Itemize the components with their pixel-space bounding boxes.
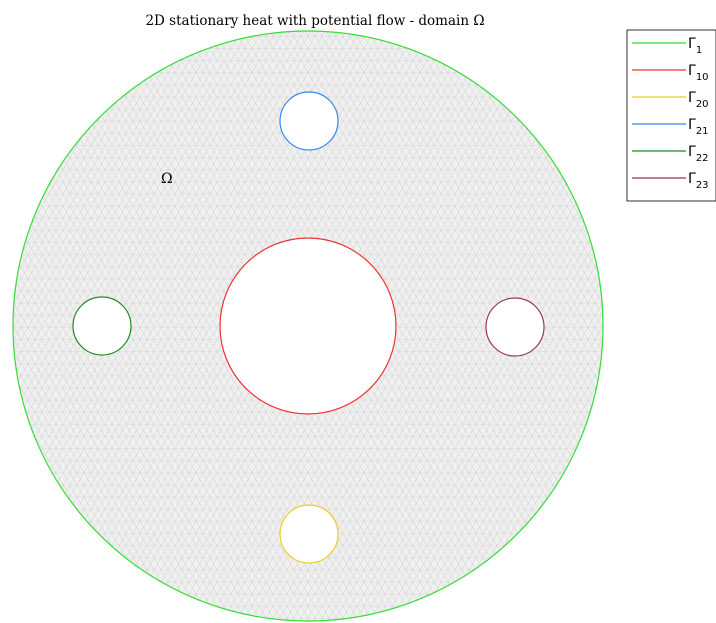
legend-subscript: 22 xyxy=(696,153,709,164)
figure-title: 2D stationary heat with potential flow -… xyxy=(145,13,484,29)
legend-item-gamma-20: Γ20 xyxy=(632,90,709,110)
legend-label: Γ20 xyxy=(688,90,709,110)
legend-symbol: Γ xyxy=(688,90,696,106)
left-hole xyxy=(73,297,131,355)
legend-subscript: 21 xyxy=(696,126,709,137)
right-hole xyxy=(486,298,544,356)
bottom-hole xyxy=(280,505,338,563)
legend-box xyxy=(626,29,716,202)
legend-symbol: Γ xyxy=(688,171,696,187)
legend-label: Γ10 xyxy=(688,63,709,83)
legend-subscript: 20 xyxy=(696,99,709,110)
legend-item-gamma-10: Γ10 xyxy=(632,63,709,83)
legend-item-gamma-21: Γ21 xyxy=(632,117,709,137)
boundary-gamma-1 xyxy=(12,30,604,622)
legend-symbol: Γ xyxy=(688,36,696,52)
legend-label: Γ21 xyxy=(688,117,709,137)
center-hole xyxy=(220,238,396,414)
legend-label: Γ22 xyxy=(688,144,709,164)
legend-label: Γ23 xyxy=(688,171,709,191)
legend-label: Γ1 xyxy=(688,36,702,56)
legend-item-gamma-1: Γ1 xyxy=(632,36,702,56)
legend-item-gamma-23: Γ23 xyxy=(632,171,709,191)
boundary-gamma-21 xyxy=(279,91,339,151)
boundary-gamma-10 xyxy=(219,237,397,415)
boundary-gamma-20 xyxy=(279,504,339,564)
legend-symbol: Γ xyxy=(688,117,696,133)
boundary-gamma-23 xyxy=(485,297,545,357)
legend-subscript: 10 xyxy=(696,72,709,83)
boundary-gamma-22 xyxy=(72,296,132,356)
legend-symbol: Γ xyxy=(688,63,696,79)
legend-symbol: Γ xyxy=(688,144,696,160)
legend-subscript: 1 xyxy=(696,45,702,56)
top-hole xyxy=(280,92,338,150)
domain-label: Ω xyxy=(161,171,173,187)
legend-item-gamma-22: Γ22 xyxy=(632,144,709,164)
legend-subscript: 23 xyxy=(696,180,709,191)
